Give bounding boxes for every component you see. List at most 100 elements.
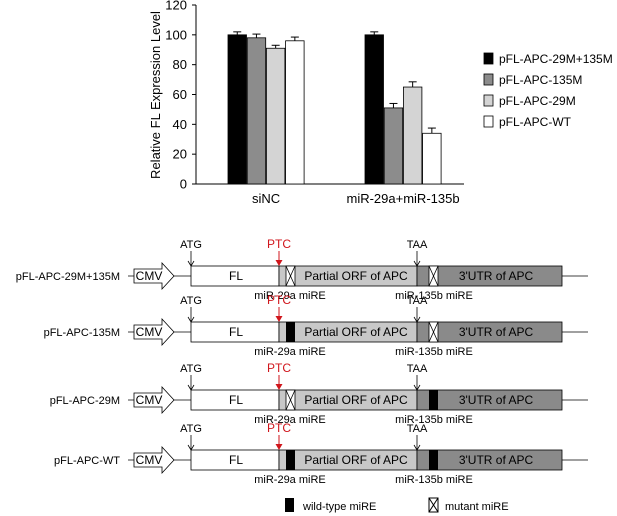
atg-label: ATG (180, 295, 202, 307)
y-tick-label: 40 (173, 117, 187, 132)
mutant-key-label: mutant miRE (445, 501, 509, 513)
taa-arrow-icon (413, 444, 421, 451)
mir135b-site-mutant (428, 265, 439, 287)
legend-swatch (483, 115, 494, 128)
orf-label: Partial ORF of APC (304, 325, 408, 339)
taa-label: TAA (407, 423, 428, 435)
bar (246, 37, 267, 185)
construct-name: pFL-APC-135M (44, 327, 120, 339)
wild-type-key-label: wild-type miRE (302, 501, 376, 513)
atg-arrow-icon (187, 260, 195, 267)
taa-arrow-icon (413, 260, 421, 267)
bar (285, 40, 305, 185)
construct-row: pFL-APC-135M CMV FL Partial ORF of APC 3'UTR… (44, 293, 588, 358)
bar (265, 47, 286, 185)
utr-label: 3'UTR of APC (459, 325, 534, 339)
x-category-label: siNC (252, 191, 280, 206)
ptc-arrow-icon (275, 444, 283, 450)
ptc-arrow-icon (275, 260, 283, 266)
utr-box (416, 265, 563, 287)
mir29a-site-label: miR-29a miRE (254, 346, 326, 358)
atg-label: ATG (180, 363, 202, 375)
cmv-promoter-arrow (133, 385, 175, 415)
ptc-label: PTC (267, 361, 291, 375)
construct-name: pFL-APC-29M (50, 395, 120, 407)
legend-swatch (483, 94, 494, 107)
atg-arrow-icon (187, 384, 195, 391)
x-axis-labels: siNC miR-29a+miR-135b (252, 191, 460, 206)
cmv-label: CMV (136, 325, 163, 339)
construct-row: pFL-APC-WT CMV FL Partial ORF of APC 3'UTR o… (54, 421, 588, 486)
mir29a-site-wildtype (286, 322, 295, 342)
y-axis-title: Relative FL Expression Level (148, 11, 163, 179)
ptc-label: PTC (267, 293, 291, 307)
taa-label: TAA (407, 295, 428, 307)
legend-swatch (483, 73, 494, 86)
legend-swatch (483, 52, 494, 65)
site-key: wild-type miRE mutant miRE (285, 497, 509, 513)
mir135b-site-label: miR-135b miRE (395, 290, 473, 302)
bar (364, 34, 384, 185)
construct-row: pFL-APC-29M+135M CMV FL Partial ORF of APC 3… (16, 237, 588, 302)
mir135b-site-label: miR-135b miRE (395, 346, 473, 358)
utr-label: 3'UTR of APC (459, 393, 534, 407)
utr-label: 3'UTR of APC (459, 269, 534, 283)
mir135b-site-mutant (428, 321, 439, 343)
wild-type-key-swatch (285, 498, 294, 512)
cmv-label: CMV (136, 393, 163, 407)
mir135b-site-wildtype (429, 450, 438, 470)
orf-label: Partial ORF of APC (304, 393, 408, 407)
mutant-key-swatch (428, 497, 439, 513)
cmv-promoter-arrow (133, 317, 175, 347)
fl-label: FL (229, 453, 243, 467)
taa-label: TAA (407, 363, 428, 375)
ptc-label: PTC (267, 237, 291, 251)
y-tick-label: 0 (180, 177, 187, 192)
construct-row: pFL-APC-29M CMV FL Partial ORF of APC 3'UTR … (50, 361, 588, 426)
legend-label: pFL-APC-29M (499, 94, 576, 108)
taa-label: TAA (407, 239, 428, 251)
ptc-arrow-icon (275, 316, 283, 322)
legend-label: pFL-APC-135M (499, 73, 582, 87)
bar-group (227, 31, 442, 185)
x-category-label: miR-29a+miR-135b (347, 191, 460, 206)
legend-label: pFL-APC-WT (499, 115, 572, 129)
cmv-promoter-arrow (133, 445, 175, 475)
taa-arrow-icon (413, 384, 421, 391)
y-tick-label: 100 (165, 27, 187, 42)
mir29a-site-label: miR-29a miRE (254, 414, 326, 426)
utr-box (416, 389, 563, 411)
atg-arrow-icon (187, 316, 195, 323)
mir29a-site-mutant (285, 389, 296, 411)
construct-name: pFL-APC-29M+135M (16, 271, 120, 283)
utr-box (416, 321, 563, 343)
y-tick-label: 120 (165, 0, 187, 13)
bar-chart: Relative FL Expression Level 0 20 40 60 80 10… (148, 0, 464, 206)
chart-legend: pFL-APC-29M+135M pFL-APC-135M pFL-APC-29M p… (483, 52, 613, 129)
y-tick-label: 80 (173, 57, 187, 72)
construct-diagrams: pFL-APC-29M+135M CMV FL Partial ORF of APC 3… (16, 237, 588, 486)
bar (383, 107, 404, 185)
mir135b-site-wildtype (429, 390, 438, 410)
ptc-label: PTC (267, 421, 291, 435)
orf-label: Partial ORF of APC (304, 269, 408, 283)
atg-arrow-icon (187, 444, 195, 451)
fl-label: FL (229, 269, 243, 283)
fl-label: FL (229, 393, 243, 407)
construct-name: pFL-APC-WT (54, 455, 120, 467)
legend-label: pFL-APC-29M+135M (499, 52, 613, 66)
cmv-promoter-arrow (133, 261, 175, 291)
utr-label: 3'UTR of APC (459, 453, 534, 467)
atg-label: ATG (180, 239, 202, 251)
mir29a-site-mutant (285, 265, 296, 287)
mir29a-site-label: miR-29a miRE (254, 290, 326, 302)
cmv-label: CMV (136, 269, 163, 283)
y-axis: 0 20 40 60 80 100 120 (165, 0, 464, 192)
orf-label: Partial ORF of APC (304, 453, 408, 467)
cmv-label: CMV (136, 453, 163, 467)
ptc-arrow-icon (275, 384, 283, 390)
bar (422, 132, 442, 185)
mir135b-site-label: miR-135b miRE (395, 414, 473, 426)
taa-arrow-icon (413, 316, 421, 323)
